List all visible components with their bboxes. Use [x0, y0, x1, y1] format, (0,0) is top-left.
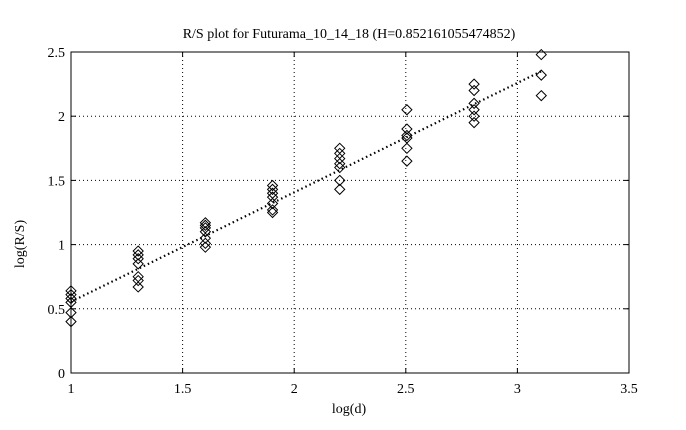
- data-point-diamond: [199, 241, 212, 253]
- y-tick-label: 1: [58, 239, 65, 254]
- data-point-diamond: [334, 174, 346, 187]
- data-point-diamond: [266, 183, 279, 196]
- y-tick-label: 2: [58, 110, 65, 125]
- data-point-diamond: [132, 253, 144, 265]
- data-point-diamond: [65, 285, 77, 297]
- y-tick-label: 0: [58, 367, 65, 382]
- data-point-diamond: [468, 97, 480, 110]
- data-point-diamond: [65, 292, 77, 305]
- chart-title: R/S plot for Futurama_10_14_18 (H=0.8521…: [183, 27, 516, 42]
- data-point-diamond: [132, 249, 144, 261]
- y-tick-label: 2.5: [48, 46, 66, 61]
- data-point-diamond: [334, 158, 346, 170]
- data-point-diamond: [132, 270, 144, 283]
- y-tick-labels: 0 0.5 1 1.5 2 2.5: [48, 46, 66, 382]
- data-point-diamond: [132, 274, 144, 287]
- data-point-diamond: [266, 179, 279, 192]
- data-point-diamond: [199, 232, 212, 244]
- x-tick-label: 3: [514, 382, 521, 397]
- data-point-diamond: [468, 104, 480, 116]
- data-point-diamond: [334, 161, 346, 174]
- data-point-diamond: [65, 306, 77, 319]
- data-point-diamond: [535, 69, 547, 81]
- data-point-diamond: [266, 197, 279, 210]
- data-point-diamond: [199, 226, 212, 238]
- data-point-diamond: [266, 191, 279, 203]
- data-point-diamond: [132, 245, 144, 257]
- data-point-diamond: [401, 155, 413, 167]
- data-point-diamond: [199, 219, 212, 232]
- x-tick-labels: 1 1.5 2 2.5 3 3.5: [68, 382, 638, 397]
- data-point-diamond: [334, 152, 346, 165]
- plot-frame: [70, 51, 630, 374]
- x-axis-label: log(d): [332, 402, 367, 417]
- x-tick-label: 2.5: [397, 382, 415, 397]
- x-tick-label: 3.5: [620, 382, 638, 397]
- data-point-diamond: [535, 89, 547, 102]
- data-point-diamond: [65, 315, 77, 328]
- data-point-diamond: [401, 129, 413, 142]
- y-axis-label: log(R/S): [13, 220, 28, 269]
- data-point-diamond: [401, 123, 413, 135]
- data-point-diamond: [65, 288, 77, 301]
- y-tick-label: 0.5: [48, 303, 66, 318]
- data-point-diamond: [199, 217, 212, 229]
- x-tick-label: 1.5: [174, 382, 192, 397]
- data-point-diamond: [266, 204, 279, 216]
- data-point-diamond: [199, 237, 212, 250]
- data-point-diamond: [132, 281, 144, 293]
- data-point-diamond: [266, 206, 279, 219]
- x-tick-label: 2: [291, 382, 298, 397]
- grid-lines: [71, 52, 629, 373]
- data-point-diamond: [535, 48, 547, 61]
- data-point-diamond: [401, 104, 413, 116]
- axis-ticks: [70, 51, 630, 374]
- x-tick-label: 1: [68, 382, 75, 397]
- data-point-diamond: [468, 116, 480, 129]
- data-point-diamond: [132, 258, 144, 270]
- data-point-diamond: [401, 142, 413, 155]
- y-tick-label: 1.5: [48, 174, 66, 189]
- data-point-diamond: [468, 78, 480, 90]
- data-point-diamond: [468, 110, 480, 122]
- data-point-diamond: [468, 84, 480, 97]
- data-points: [65, 48, 547, 328]
- fit-line: [70, 70, 542, 303]
- data-point-diamond: [334, 183, 346, 196]
- data-point-diamond: [266, 187, 279, 199]
